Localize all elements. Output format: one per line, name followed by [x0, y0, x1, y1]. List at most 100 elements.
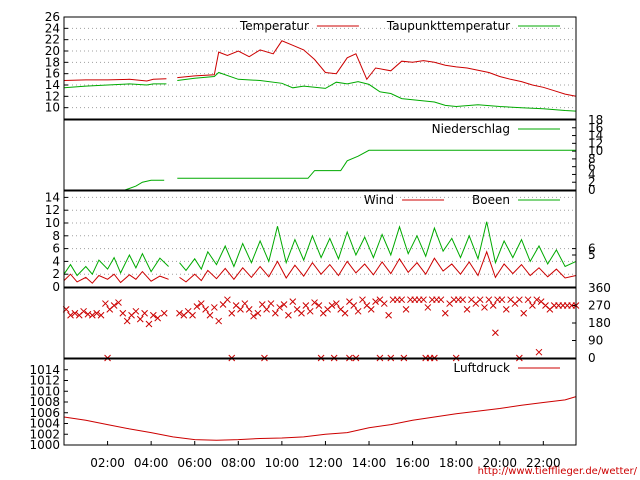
data-point — [441, 309, 449, 317]
y2-tick-label: 18 — [588, 113, 603, 127]
y-tick-label: 18 — [45, 55, 60, 69]
series-line — [124, 149, 576, 191]
data-point — [80, 307, 87, 315]
y2-tick-label: 270 — [588, 299, 611, 313]
data-point — [224, 296, 231, 304]
y2-tick-label: 5 — [588, 248, 596, 262]
data-point — [315, 302, 323, 309]
data-point — [250, 312, 257, 320]
data-point — [115, 299, 122, 306]
chart-panels: 101214161820222426TaupunkttemperaturTemp… — [29, 10, 610, 452]
data-point — [459, 296, 467, 304]
data-point — [492, 329, 499, 337]
legend-label: Niederschlag — [432, 122, 510, 136]
y-tick-label: 14 — [45, 190, 60, 204]
data-point — [341, 309, 349, 317]
data-point — [149, 311, 157, 319]
series-line — [63, 396, 577, 441]
data-point — [354, 307, 362, 315]
data-point — [476, 296, 484, 304]
data-point — [437, 296, 445, 304]
data-point — [160, 309, 168, 317]
data-point — [123, 317, 131, 325]
y2-tick-label: 10 — [588, 144, 603, 158]
data-point — [206, 311, 214, 319]
data-point — [306, 307, 314, 315]
legend-label: Temperatur — [239, 19, 309, 33]
y2-tick-label: 6 — [588, 242, 596, 256]
data-point — [132, 307, 140, 315]
y2-tick-label: 8 — [588, 152, 596, 166]
data-point — [359, 296, 366, 304]
data-point — [210, 304, 218, 311]
y2-tick-label: 0 — [588, 183, 596, 197]
data-point — [285, 311, 292, 319]
data-point — [271, 309, 279, 317]
data-point — [485, 296, 493, 304]
data-point — [88, 311, 96, 319]
y-tick-label: 1004 — [29, 417, 60, 431]
data-point — [141, 309, 148, 317]
y-tick-label: 1002 — [29, 427, 60, 441]
y-tick-label: 1010 — [29, 384, 60, 398]
data-point — [398, 296, 406, 304]
y2-tick-label: 180 — [588, 316, 611, 330]
y-tick-label: 0 — [52, 280, 60, 294]
x-tick-label: 18:00 — [439, 456, 474, 470]
y-tick-label: 10 — [45, 216, 60, 230]
data-point — [71, 309, 79, 317]
data-point — [328, 302, 336, 309]
series-line — [63, 40, 577, 97]
data-point — [263, 306, 270, 313]
panel-frame — [63, 190, 577, 288]
data-point — [367, 306, 375, 313]
data-point — [228, 309, 236, 317]
data-point — [302, 302, 310, 309]
y-tick-label: 1000 — [29, 438, 60, 452]
data-point — [93, 309, 101, 317]
legend-label: Taupunkttemperatur — [386, 19, 510, 33]
y-tick-label: 10 — [45, 101, 60, 115]
data-point — [529, 302, 536, 309]
y2-tick-label: 4 — [588, 167, 596, 181]
y-tick-label: 1006 — [29, 406, 60, 420]
y-tick-label: 1012 — [29, 374, 60, 388]
series-line — [63, 71, 577, 112]
data-point — [102, 300, 109, 307]
y-tick-label: 1014 — [29, 363, 60, 377]
y2-tick-label: 6 — [588, 160, 596, 174]
data-point — [524, 296, 532, 304]
data-point — [424, 304, 432, 311]
data-point — [489, 302, 497, 309]
y-tick-label: 12 — [45, 89, 60, 103]
legend-label: Luftdruck — [453, 361, 510, 375]
x-tick-label: 06:00 — [177, 456, 212, 470]
data-point — [193, 303, 201, 310]
y-tick-label: 14 — [45, 78, 60, 92]
series-line — [63, 250, 577, 284]
x-tick-label: 12:00 — [308, 456, 343, 470]
y2-tick-label: 90 — [588, 334, 603, 348]
data-point — [298, 309, 305, 317]
data-point — [420, 296, 427, 304]
y-tick-label: 8 — [52, 229, 60, 243]
data-point — [176, 309, 183, 317]
y2-tick-label: 2 — [588, 175, 596, 189]
data-point — [311, 299, 318, 306]
y-tick-label: 12 — [45, 203, 60, 217]
panel-frame — [63, 16, 577, 120]
x-tick-label: 08:00 — [221, 456, 256, 470]
data-point — [380, 300, 388, 307]
x-tick-label: 14:00 — [352, 456, 387, 470]
data-point — [280, 301, 288, 308]
data-point — [245, 306, 253, 313]
panel-wind-direction: 0 90 180 270 360 — [62, 281, 611, 365]
x-axis: 02:00 04:00 06:00 08:00 10:00 12:00 14:00 16:00… — [90, 441, 561, 470]
data-point — [332, 300, 340, 307]
data-point — [289, 298, 297, 305]
data-point — [215, 317, 223, 325]
data-point — [136, 315, 144, 323]
footer-url[interactable]: http://www.tiefflieger.de/wetter/ — [478, 466, 638, 477]
x-tick-label: 10:00 — [265, 456, 300, 470]
